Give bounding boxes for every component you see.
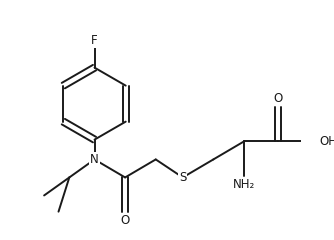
Text: N: N	[90, 153, 99, 166]
Text: S: S	[179, 171, 186, 184]
Text: F: F	[91, 34, 98, 47]
Text: NH₂: NH₂	[233, 178, 255, 191]
Text: O: O	[274, 92, 283, 105]
Text: O: O	[121, 214, 130, 227]
Text: OH: OH	[320, 135, 334, 148]
